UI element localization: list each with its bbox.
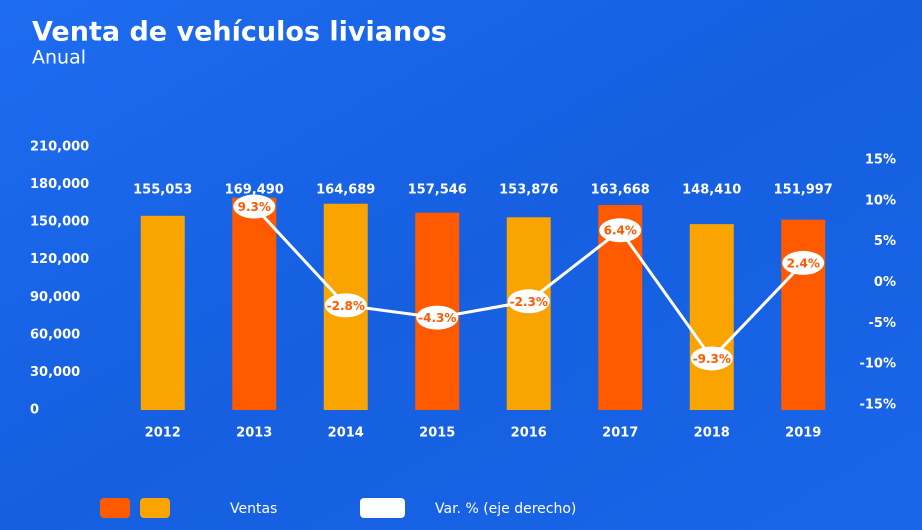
- line-point: [324, 293, 367, 318]
- bar-value-label: 157,546: [408, 183, 467, 198]
- x-tick-label: 2019: [785, 426, 821, 441]
- y-tick-label: 30,000: [30, 365, 80, 380]
- legend-label: Ventas: [230, 501, 277, 517]
- x-tick-label: 2014: [328, 426, 364, 441]
- line-value-label: 2.4%: [787, 256, 820, 270]
- line-value-label: -9.3%: [693, 352, 731, 366]
- bar-value-label: 169,490: [225, 183, 284, 198]
- line-point: [507, 289, 550, 314]
- legend-swatch: [360, 498, 405, 518]
- bar-value-label: 148,410: [682, 183, 741, 198]
- x-tick-label: 2012: [145, 426, 181, 441]
- y-tick-label: 150,000: [30, 215, 89, 230]
- y-tick-label: 120,000: [30, 252, 89, 267]
- line-value-label: 9.3%: [238, 200, 271, 214]
- legend-label: Var. % (eje derecho): [435, 501, 576, 517]
- line-value-label: -2.8%: [327, 299, 365, 313]
- line-value-label: -2.3%: [510, 295, 548, 309]
- y2-tick-label: 10%: [865, 193, 896, 208]
- bar: [689, 224, 734, 410]
- y2-tick-label: -10%: [859, 357, 896, 372]
- y2-tick-label: -15%: [859, 398, 896, 413]
- line-value-label: -4.3%: [418, 311, 456, 325]
- chart-title: Venta de vehículos livianos: [32, 17, 447, 48]
- bar: [140, 215, 185, 410]
- y2-tick-label: 0%: [874, 275, 896, 290]
- bar-value-label: 163,668: [591, 183, 650, 198]
- legend-swatch: [100, 498, 130, 518]
- y-tick-label: 60,000: [30, 327, 80, 342]
- line-point: [690, 346, 733, 371]
- bar: [232, 197, 277, 410]
- line-point: [416, 305, 459, 330]
- x-tick-label: 2016: [511, 426, 547, 441]
- y2-tick-label: 15%: [865, 153, 896, 168]
- y-tick-label: 180,000: [30, 177, 89, 192]
- y2-tick-label: 5%: [874, 234, 896, 249]
- x-tick-label: 2017: [602, 426, 638, 441]
- legend-swatch: [140, 498, 170, 518]
- bar: [506, 217, 551, 410]
- line-value-label: 6.4%: [604, 224, 637, 238]
- line-point: [599, 218, 642, 243]
- line-point: [233, 194, 276, 219]
- x-tick-label: 2018: [694, 426, 730, 441]
- bar-value-label: 164,689: [316, 183, 375, 198]
- x-tick-label: 2015: [419, 426, 455, 441]
- bar: [781, 219, 826, 410]
- y2-tick-label: -5%: [869, 316, 896, 331]
- line-point: [782, 250, 825, 275]
- bar-value-label: 153,876: [499, 183, 558, 198]
- y-tick-label: 90,000: [30, 290, 80, 305]
- chart-subtitle: Anual: [32, 47, 86, 69]
- y-tick-label: 0: [30, 403, 39, 418]
- bar-value-label: 155,053: [133, 183, 192, 198]
- y-tick-label: 210,000: [30, 140, 89, 155]
- x-tick-label: 2013: [236, 426, 272, 441]
- bar-value-label: 151,997: [774, 183, 833, 198]
